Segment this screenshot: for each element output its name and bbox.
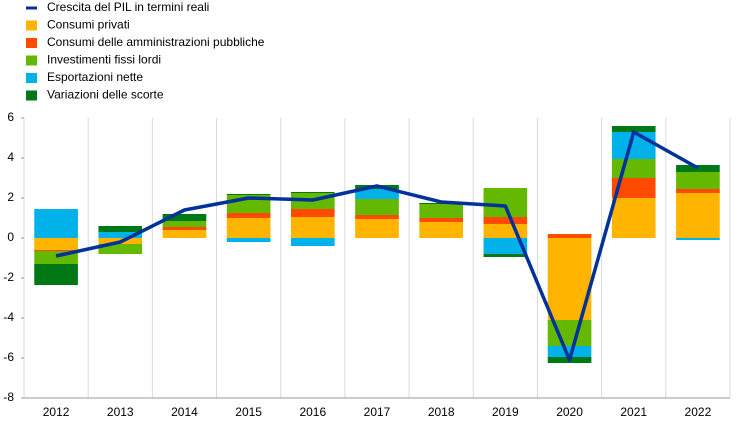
bar-segment [483, 188, 528, 217]
bar-segment [483, 217, 528, 224]
bar-segment [355, 189, 399, 199]
legend-label: Variazioni delle scorte [47, 88, 164, 102]
gdp-line [55, 130, 699, 362]
bar-segment [226, 238, 271, 242]
bar-segment [290, 238, 335, 246]
bar-segment [676, 189, 720, 193]
x-tick-label: 2018 [428, 405, 455, 419]
bar-segment [355, 215, 399, 219]
bar-segment [419, 222, 464, 238]
legend-marker [26, 20, 37, 31]
bar-segment [162, 230, 207, 238]
bar-segment [676, 238, 720, 240]
bar-segment [290, 192, 335, 193]
bar-segment [162, 227, 207, 230]
bar-segment [611, 198, 656, 238]
y-tick-label: 2 [7, 190, 14, 204]
y-tick-label: -2 [3, 270, 14, 284]
bar-segment [355, 219, 399, 238]
bar-segment [34, 238, 78, 250]
x-tick-label: 2022 [685, 405, 712, 419]
bar-segment [98, 244, 143, 254]
y-tick-label: -6 [3, 350, 14, 364]
y-tick-label: -8 [3, 390, 14, 404]
bar-segment [226, 194, 271, 195]
bar-segment [611, 126, 656, 132]
bar-segment [547, 234, 592, 238]
bar-segment [611, 159, 656, 178]
x-tick-label: 2013 [107, 405, 134, 419]
bar-segment [419, 204, 464, 218]
bar-segment [290, 217, 335, 238]
legend-marker [26, 73, 37, 83]
bar-segment [483, 254, 528, 257]
bar-segment [162, 214, 207, 221]
bar-segment [483, 238, 528, 254]
legend-label: Consumi delle amministrazioni pubbliche [47, 35, 265, 49]
y-tick-label: 6 [7, 110, 14, 124]
bar-segment [419, 218, 464, 222]
bar-segment [34, 264, 78, 285]
legend-marker [26, 55, 37, 66]
bar-segment [483, 224, 528, 238]
bar-segment [98, 232, 143, 238]
legend-label: Crescita del PIL in termini reali [47, 0, 209, 14]
x-tick-label: 2014 [171, 405, 198, 419]
bar-segment [611, 178, 656, 198]
bar-segment [162, 221, 207, 227]
bar-segment [226, 218, 271, 238]
bar-segment [290, 209, 335, 217]
x-tick-label: 2016 [299, 405, 326, 419]
x-tick-label: 2020 [556, 405, 583, 419]
legend-label: Esportazioni nette [47, 70, 143, 84]
bar-segment [34, 250, 78, 251]
legend-marker [26, 90, 37, 101]
bar-segment [676, 193, 720, 238]
bar-segment [355, 199, 399, 215]
bar-segment [226, 213, 271, 218]
x-tick-label: 2019 [492, 405, 519, 419]
x-tick-label: 2021 [620, 405, 647, 419]
legend-label: Investimenti fissi lordi [47, 53, 161, 67]
legend-label: Consumi privati [47, 18, 130, 32]
legend-marker [26, 38, 37, 48]
bar-segment [34, 209, 78, 238]
y-tick-label: 0 [7, 230, 14, 244]
x-tick-label: 2012 [43, 405, 70, 419]
y-tick-label: -4 [3, 310, 14, 324]
bar-segment [676, 172, 720, 189]
x-tick-label: 2017 [364, 405, 391, 419]
bar-segment [98, 226, 143, 232]
bar-segment [547, 346, 592, 357]
bar-segment [676, 165, 720, 172]
x-tick-label: 2015 [235, 405, 262, 419]
y-tick-label: 4 [7, 150, 14, 164]
